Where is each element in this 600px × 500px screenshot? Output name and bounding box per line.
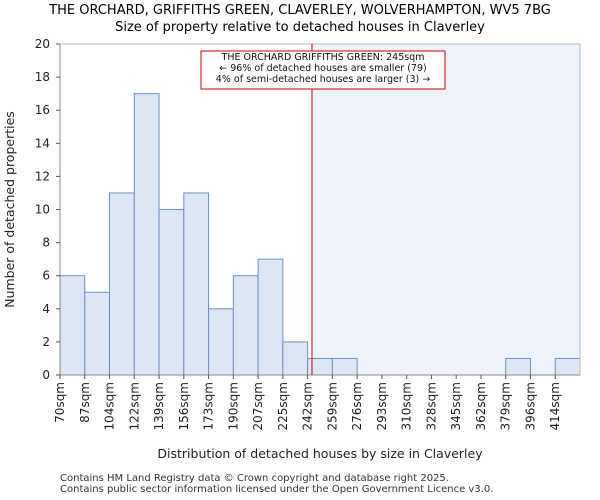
histogram-bar [257,258,284,376]
chart-title: THE ORCHARD, GRIFFITHS GREEN, CLAVERLEY,… [49,3,551,18]
footer-line-2: Contains public sector information licen… [60,484,494,495]
x-tick-label: 225sqm [276,382,290,430]
x-tick-label: 379sqm [499,382,513,430]
histogram-bar [84,291,111,376]
x-tick-label: 156sqm [177,382,191,430]
annotation-line-3: 4% of semi-detached houses are larger (3… [216,74,430,85]
x-tick-label: 414sqm [548,382,562,430]
larger-region-highlight [311,44,580,375]
x-tick-label: 310sqm [400,382,414,430]
x-tick-label: 173sqm [202,382,216,430]
x-tick-label: 207sqm [251,382,265,430]
histogram-bar [208,308,234,376]
histogram-bar [307,357,333,376]
y-tick-label: 20 [35,37,50,51]
y-tick-label: 2 [42,335,50,349]
x-tick-label: 293sqm [375,382,389,430]
y-tick-label: 4 [42,302,50,316]
x-tick-label: 242sqm [301,382,315,430]
y-axis-label: Number of detached properties [2,111,17,308]
y-tick-label: 16 [35,103,50,117]
footer-line-1: Contains HM Land Registry data © Crown c… [60,473,449,484]
x-tick-label: 122sqm [127,382,141,430]
histogram-bar [505,357,531,376]
annotation-box: THE ORCHARD GRIFFITHS GREEN: 245sqm ← 96… [200,50,446,90]
y-tick-label: 18 [35,70,50,84]
histogram-bar [133,93,160,376]
x-tick-label: 70sqm [53,382,67,423]
x-tick-label: 104sqm [103,382,117,430]
histogram-bar [109,192,135,376]
annotation-line-2: ← 96% of detached houses are smaller (79… [219,63,426,74]
y-tick-label: 6 [42,269,50,283]
chart-subtitle: Size of property relative to detached ho… [115,20,485,35]
x-tick-label: 362sqm [474,382,488,430]
x-tick-label: 396sqm [523,382,537,430]
x-tick-label: 259sqm [325,382,339,430]
y-tick-label: 8 [42,236,50,250]
x-tick-label: 345sqm [449,382,463,430]
x-axis-label: Distribution of detached houses by size … [157,446,483,461]
x-tick-label: 328sqm [424,382,438,430]
histogram-bar [554,357,581,376]
y-tick-label: 0 [42,368,50,382]
histogram-bar [183,192,210,376]
x-tick-label: 190sqm [226,382,240,430]
histogram-bar [59,275,86,376]
y-tick-label: 10 [35,203,50,217]
histogram-bar [331,357,358,376]
histogram-bar [158,209,185,376]
x-tick-label: 276sqm [350,382,364,430]
y-tick-label: 14 [35,136,50,150]
histogram-bar [282,341,309,376]
annotation-line-1: THE ORCHARD GRIFFITHS GREEN: 245sqm [221,52,425,63]
y-tick-label: 12 [35,169,50,183]
x-tick-label: 139sqm [152,382,166,430]
annotation-border [200,50,446,90]
histogram-bar [232,275,259,376]
x-tick-label: 87sqm [78,382,92,423]
